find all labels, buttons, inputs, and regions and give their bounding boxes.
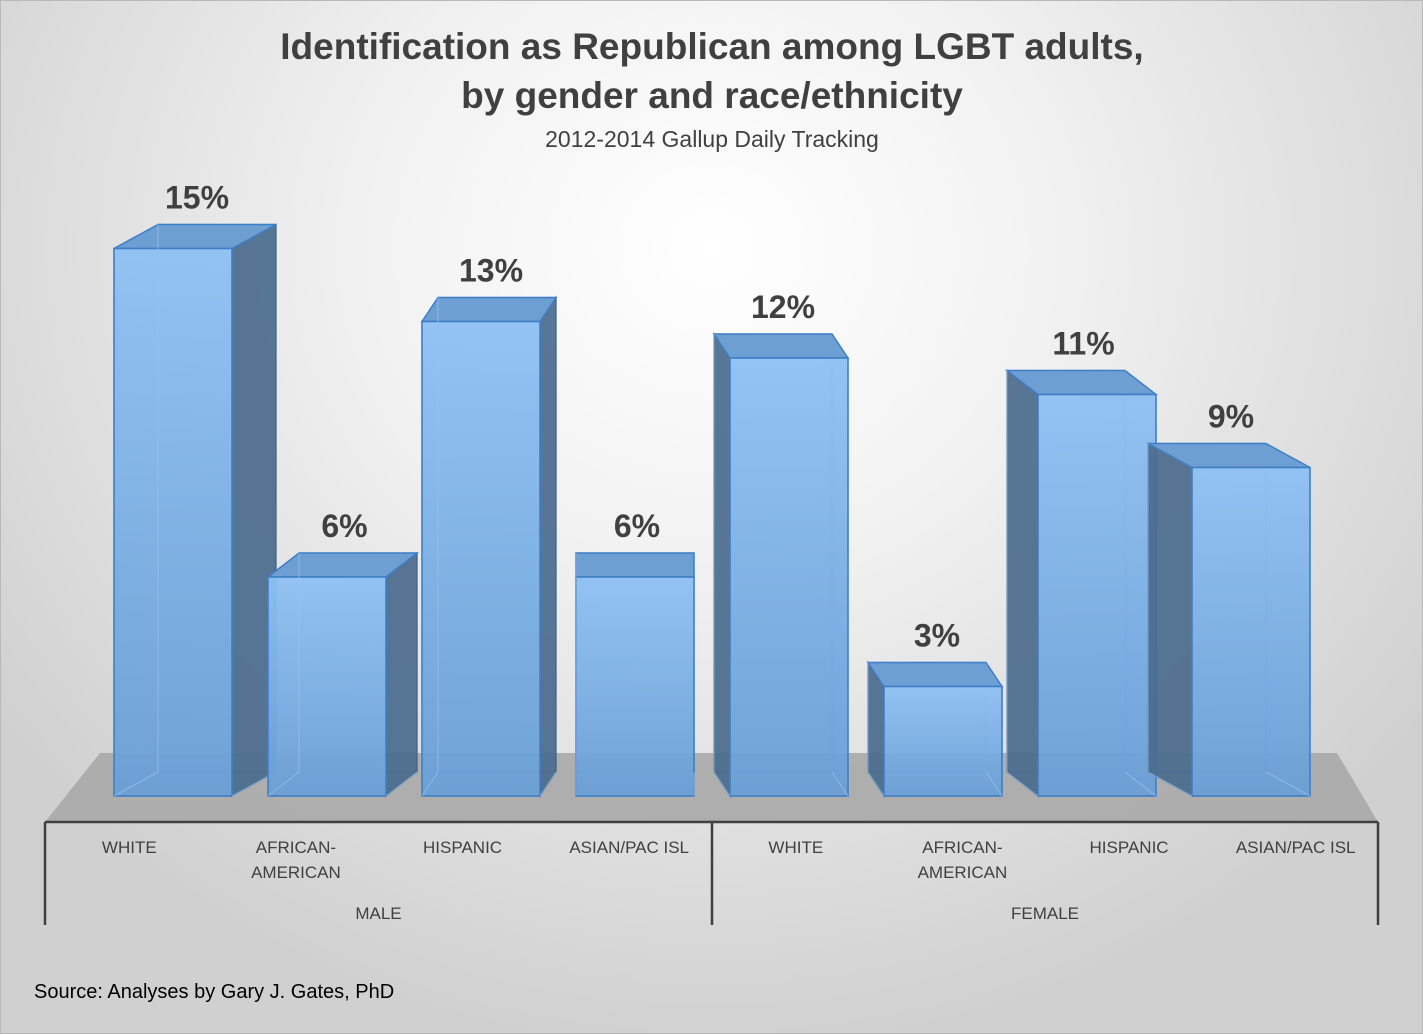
bar-front-face [421, 320, 541, 797]
bar-inner-edge [713, 771, 731, 797]
category-label: AMERICAN [251, 863, 341, 882]
category-label: HISPANIC [1090, 838, 1169, 857]
bar-inner-edge [1006, 771, 1039, 797]
bar-side-face [539, 295, 557, 798]
chart-title-line-2: by gender and race/ethnicity [461, 75, 963, 116]
bar-inner-edge [539, 771, 557, 797]
bar-inner-edge [421, 771, 439, 797]
category-label: ASIAN/PAC ISL [569, 838, 689, 857]
bar-inner-edge [985, 771, 1003, 797]
source-note: Source: Analyses by Gary J. Gates, PhD [34, 981, 394, 1003]
bar-inner-edge [1265, 771, 1311, 797]
data-label: 13% [459, 253, 523, 289]
bar-male-3 [420, 295, 558, 798]
category-label: AFRICAN- [922, 838, 1002, 857]
data-label: 3% [914, 618, 960, 654]
bar-inner-edge [1147, 771, 1193, 797]
bar-front-face [1037, 393, 1157, 797]
data-label: 6% [614, 508, 660, 544]
bar-top-face [420, 296, 558, 323]
bar-top-face [712, 333, 850, 359]
bar-top-face [575, 552, 695, 578]
bar-inner-edge [113, 771, 159, 797]
bar-female-4 [1147, 442, 1311, 798]
bar-female-3 [1004, 369, 1159, 798]
bar-male-4 [575, 552, 695, 797]
category-label: AMERICAN [918, 863, 1008, 882]
bar-front-face [883, 685, 1003, 797]
data-label: 15% [165, 180, 229, 216]
group-label-male: MALE [355, 904, 401, 923]
data-label: 11% [1052, 326, 1114, 362]
category-label: AFRICAN- [256, 838, 336, 857]
bar-side-face [385, 551, 418, 798]
bar-side-face [1006, 369, 1039, 798]
category-label: HISPANIC [423, 838, 502, 857]
category-label: ASIAN/PAC ISL [1236, 838, 1356, 857]
category-label: WHITE [768, 838, 823, 857]
data-label: 9% [1208, 399, 1254, 435]
bar-top-face [866, 661, 1004, 688]
category-axis: WHITE AFRICAN- AMERICAN HISPANIC ASIAN/PAC I… [43, 820, 1380, 925]
bar-front-face [1191, 466, 1311, 797]
bar-inner-edge [1124, 771, 1157, 797]
bar-front-face [267, 576, 387, 797]
bar-female-1 [712, 332, 850, 798]
bars-layer: 15% 6% 13% 6% 12% 3% 11% 9% [113, 180, 1311, 798]
bar-side-face [1147, 442, 1193, 798]
bar-front-face [575, 576, 695, 797]
data-label: 6% [321, 508, 367, 544]
bar-inner-edge [867, 771, 885, 797]
bar-side-face [713, 332, 731, 798]
bar-inner-edge [385, 771, 418, 797]
bar-male-2 [265, 551, 420, 798]
group-label-female: FEMALE [1011, 904, 1079, 923]
data-label: 12% [751, 289, 815, 325]
bar-male-1 [113, 223, 277, 798]
bar-female-2 [866, 660, 1004, 798]
bar-front-face [729, 357, 849, 797]
bar-front-face [113, 247, 233, 797]
bar-inner-edge [267, 771, 300, 797]
category-label: WHITE [102, 838, 157, 857]
bar-inner-edge [831, 771, 849, 797]
chart-title-line-1: Identification as Republican among LGBT … [280, 26, 1143, 67]
chart-subtitle: 2012-2014 Gallup Daily Tracking [545, 126, 879, 152]
